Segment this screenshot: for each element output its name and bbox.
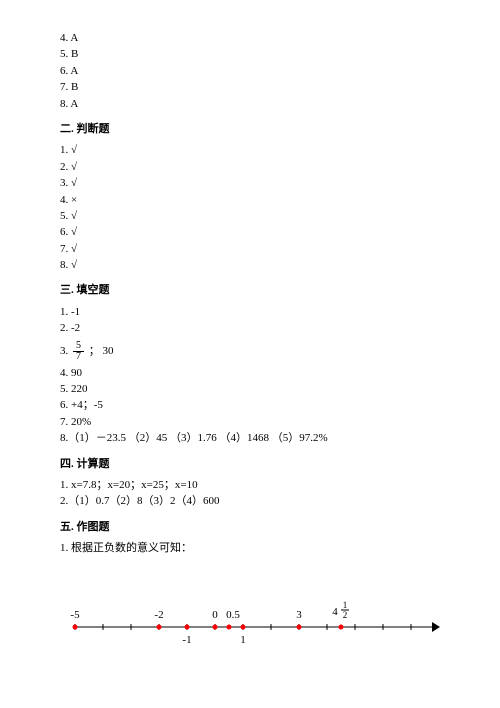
- fill-answer: 2. -2: [60, 321, 440, 336]
- mc-answer: 6. A: [60, 64, 440, 79]
- section-heading-draw: 五. 作图题: [60, 520, 440, 535]
- svg-text:1: 1: [240, 634, 246, 646]
- judgment-answer: 6. √: [60, 225, 440, 240]
- fraction-numerator: 5: [73, 341, 84, 352]
- section-heading-fill: 三. 填空题: [60, 283, 440, 298]
- draw-answer: 1. 根据正负数的意义可知：: [60, 541, 440, 556]
- svg-text:-2: -2: [154, 609, 163, 621]
- svg-text:-5: -5: [70, 609, 80, 621]
- svg-text:1: 1: [343, 600, 348, 610]
- mc-answer: 8. A: [60, 97, 440, 112]
- judgment-answer: 7. √: [60, 242, 440, 257]
- svg-text:4: 4: [332, 606, 338, 618]
- calc-answer: 2.（1）0.7（2）8（3）2（4）600: [60, 494, 440, 509]
- fill-answer: 7. 20%: [60, 415, 440, 430]
- judgment-answer: 3. √: [60, 176, 440, 191]
- answer-key-page: 4. A 5. B 6. A 7. B 8. A 二. 判断题 1. √ 2. …: [0, 0, 500, 672]
- calc-answer: 1. x=7.8；x=20；x=25；x=10: [60, 478, 440, 493]
- number-line-diagram: -5-2-100.513412: [60, 582, 440, 652]
- fill-answer-frac: 3. 5 7 ； 30: [60, 341, 440, 362]
- section-heading-judgment: 二. 判断题: [60, 122, 440, 137]
- svg-text:0: 0: [212, 609, 218, 621]
- svg-text:0.5: 0.5: [226, 609, 240, 621]
- fill-answer: 8.（1）－23.5 （2）45 （3）1.76 （4）1468 （5）97.2…: [60, 431, 440, 446]
- fill-answer: 5. 220: [60, 382, 440, 397]
- judgment-answer: 1. √: [60, 143, 440, 158]
- judgment-answer: 4. ×: [60, 193, 440, 208]
- frac-prefix: 3.: [60, 345, 71, 357]
- fill-answer: 6. +4；-5: [60, 398, 440, 413]
- svg-text:3: 3: [296, 609, 302, 621]
- mc-answer: 7. B: [60, 80, 440, 95]
- mc-answer: 5. B: [60, 47, 440, 62]
- judgment-answer: 2. √: [60, 160, 440, 175]
- fraction: 5 7: [73, 341, 84, 362]
- frac-suffix: ； 30: [89, 345, 114, 357]
- judgment-answer: 8. √: [60, 258, 440, 273]
- judgment-answer: 5. √: [60, 209, 440, 224]
- fraction-denominator: 7: [73, 352, 84, 362]
- svg-text:-1: -1: [182, 634, 191, 646]
- fill-answer: 4. 90: [60, 366, 440, 381]
- section-heading-calc: 四. 计算题: [60, 457, 440, 472]
- number-line-container: -5-2-100.513412: [60, 582, 440, 652]
- svg-text:2: 2: [343, 610, 348, 620]
- mc-answer: 4. A: [60, 31, 440, 46]
- fill-answer: 1. -1: [60, 305, 440, 320]
